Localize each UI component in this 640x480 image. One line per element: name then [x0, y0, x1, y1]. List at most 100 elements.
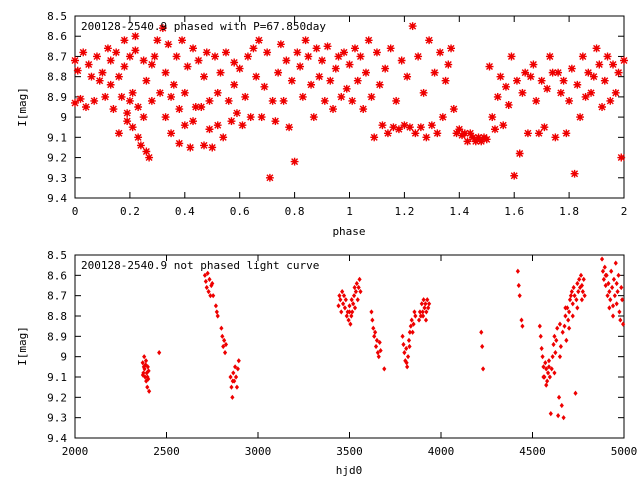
- phased-point: [565, 96, 574, 105]
- phased-point: [611, 88, 620, 97]
- phased-y-axis: 8.5 8.6 8.7 8.8 8.9 9 9.1 9.2 9.3 9.4: [47, 10, 624, 205]
- unphased-point: [559, 402, 564, 409]
- phased-y-tick-label: 9.2: [47, 152, 67, 165]
- unphased-point: [213, 303, 218, 309]
- phased-point: [438, 113, 447, 122]
- unphased-point: [423, 317, 429, 323]
- unphased-point: [571, 284, 576, 291]
- phased-point: [329, 105, 338, 114]
- unphased-point: [606, 280, 611, 287]
- phased-point: [224, 96, 233, 105]
- unphased-chart-title: 200128-2540.9 not phased light curve: [81, 259, 319, 272]
- phased-point: [95, 76, 104, 85]
- unphased-point: [405, 354, 411, 360]
- phased-point: [562, 129, 571, 138]
- unphased-point: [231, 370, 236, 376]
- phased-point: [175, 105, 184, 114]
- unphased-point: [614, 280, 619, 287]
- unphased-chart: 2000 2500 3000 3500 4000 4500 5000 8.58.68.78.…: [16, 249, 637, 477]
- phased-point: [501, 82, 510, 91]
- phased-point: [515, 149, 524, 158]
- phased-point: [131, 32, 140, 41]
- unphased-point: [553, 350, 558, 356]
- phased-point: [128, 88, 137, 97]
- unphased-point: [373, 329, 378, 335]
- phased-y-tick-label: 8.9: [47, 91, 67, 104]
- phased-point: [540, 123, 549, 132]
- unphased-point: [554, 337, 559, 343]
- unphased-point: [145, 384, 150, 390]
- unphased-point: [426, 305, 431, 311]
- unphased-point: [517, 293, 522, 299]
- phased-point: [274, 68, 283, 77]
- unphased-point: [354, 280, 359, 287]
- unphased-point: [229, 384, 234, 390]
- unphased-point: [617, 309, 622, 315]
- unphased-point: [607, 305, 612, 311]
- unphased-point: [573, 390, 578, 396]
- phased-point: [617, 153, 626, 162]
- unphased-point: [358, 289, 363, 295]
- unphased-point: [423, 301, 428, 307]
- phased-point: [529, 60, 538, 69]
- unphased-point: [568, 293, 574, 299]
- unphased-point: [601, 276, 606, 282]
- unphased-point: [581, 276, 586, 282]
- unphased-point: [140, 360, 145, 366]
- phased-point: [90, 96, 99, 105]
- phased-point: [285, 123, 294, 132]
- phased-point: [592, 44, 601, 53]
- unphased-x-tick-label: 2000: [62, 445, 89, 458]
- unphased-point: [341, 293, 347, 299]
- phased-point: [167, 92, 176, 101]
- unphased-x-tick-label: 5000: [611, 445, 638, 458]
- phased-x-tick-label: 0.4: [175, 205, 195, 218]
- phased-point: [156, 88, 165, 97]
- unphased-point: [377, 339, 382, 346]
- phased-point: [76, 94, 85, 103]
- phased-point: [304, 52, 313, 61]
- unphased-point: [357, 276, 362, 282]
- unphased-point: [537, 323, 542, 329]
- unphased-point: [340, 289, 345, 295]
- phased-point: [367, 92, 376, 101]
- phased-point: [194, 56, 203, 65]
- phased-point: [578, 52, 587, 61]
- unphased-point: [420, 313, 426, 319]
- unphased-y-tick-label: 8.8: [47, 310, 67, 323]
- phased-point: [71, 56, 79, 65]
- unphased-point: [410, 329, 415, 335]
- unphased-point: [411, 321, 416, 327]
- phased-point: [175, 139, 184, 148]
- unphased-point: [404, 360, 409, 366]
- unphased-point: [576, 289, 581, 295]
- unphased-point: [603, 272, 608, 278]
- unphased-point: [619, 284, 624, 291]
- unphased-point: [566, 317, 571, 323]
- phased-point: [345, 60, 354, 69]
- unphased-point: [145, 364, 150, 370]
- unphased-point: [222, 337, 227, 343]
- phased-point: [106, 80, 115, 89]
- phased-point: [518, 88, 527, 97]
- phased-point: [142, 76, 151, 85]
- phased-point: [252, 72, 261, 81]
- phased-point: [430, 68, 439, 77]
- unphased-point: [481, 366, 486, 372]
- phased-point: [164, 40, 173, 49]
- phased-point: [98, 68, 107, 77]
- phased-point: [279, 96, 288, 105]
- unphased-point: [577, 276, 582, 282]
- unphased-point: [557, 321, 563, 327]
- phased-point: [202, 48, 211, 57]
- phased-point: [334, 52, 343, 61]
- phased-point: [394, 125, 403, 134]
- unphased-point: [147, 388, 152, 394]
- phased-point: [463, 137, 472, 146]
- phased-x-tick-label: 1.2: [394, 205, 414, 218]
- phased-point: [205, 125, 214, 134]
- unphased-point: [603, 282, 608, 289]
- phased-point: [169, 80, 178, 89]
- phased-point: [323, 42, 332, 51]
- phased-x-axis-title: phase: [332, 225, 365, 238]
